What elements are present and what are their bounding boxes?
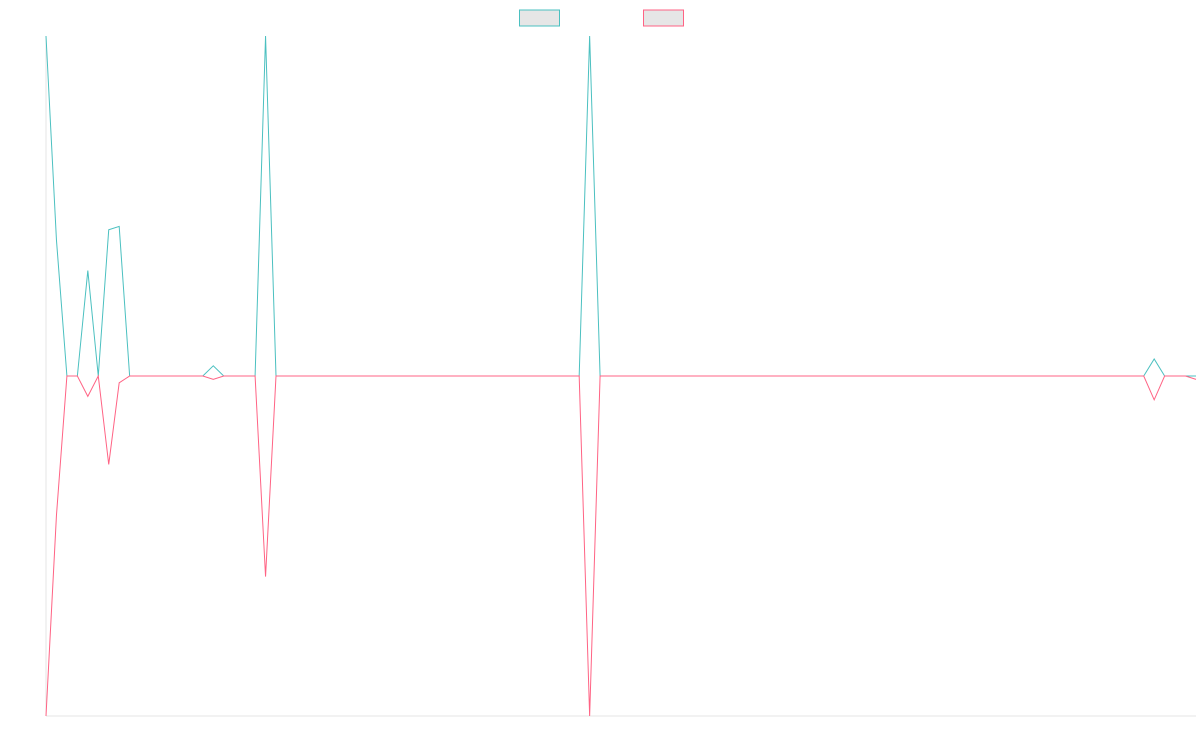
series-line-2: [45, 374, 1197, 717]
series-lines: [45, 35, 1197, 717]
axes: [45, 36, 1196, 717]
legend-item-1[interactable]: [519, 9, 560, 27]
legend[interactable]: [519, 9, 684, 27]
legend-swatch-2[interactable]: [643, 9, 684, 27]
series-line-1: [45, 35, 1196, 377]
legend-item-2[interactable]: [643, 9, 684, 27]
legend-swatch-1[interactable]: [519, 9, 560, 27]
